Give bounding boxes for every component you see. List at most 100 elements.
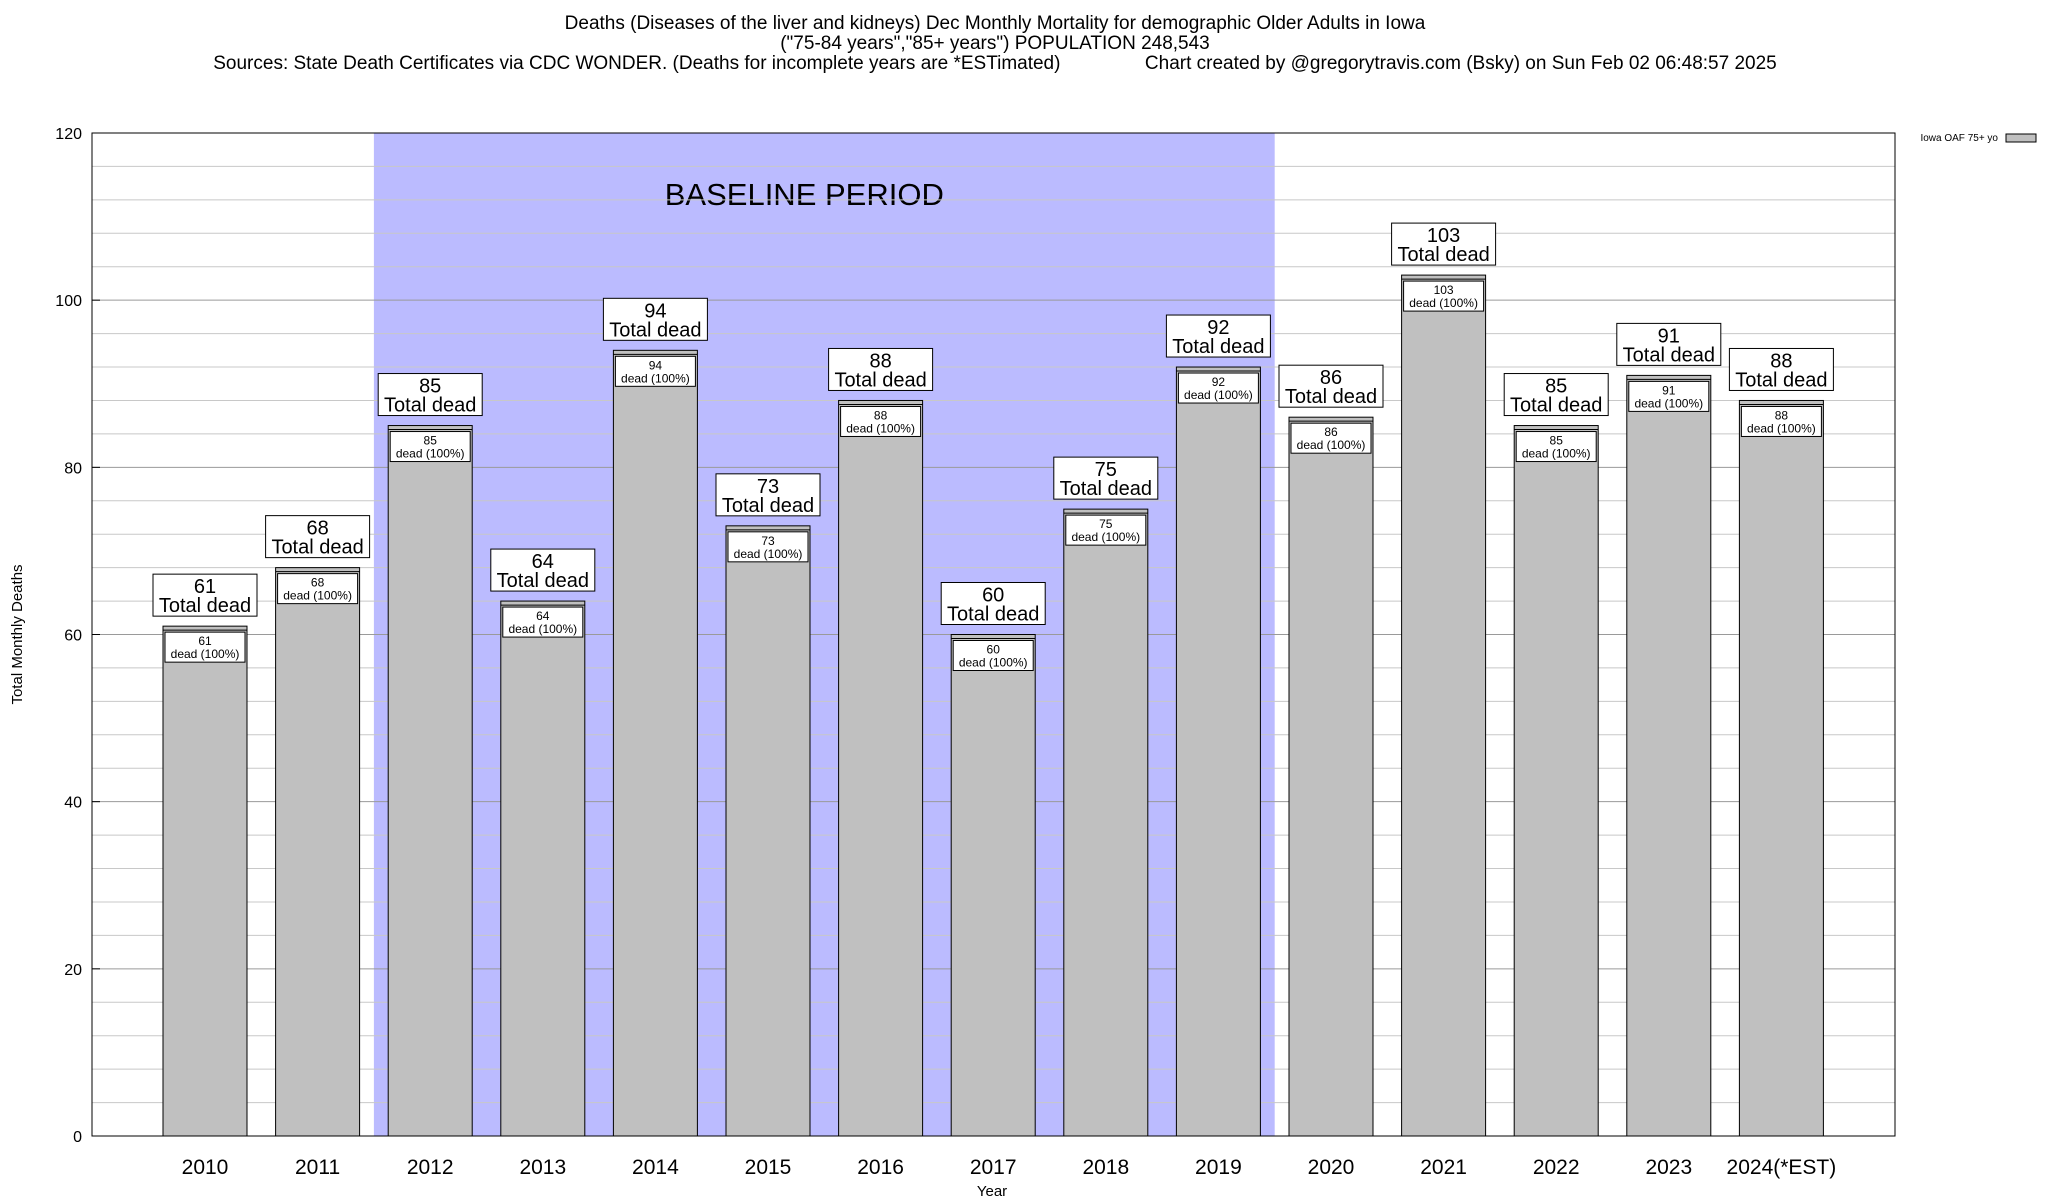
top-label-box: [1616, 322, 1722, 366]
x-tick-label: 2021: [1420, 1156, 1467, 1179]
inner-label-box: [1740, 405, 1822, 437]
inner-value-label: 85: [1550, 434, 1564, 448]
x-tick-label: 2012: [407, 1156, 454, 1179]
inner-value-label: 68: [311, 576, 325, 590]
top-label-box: [265, 515, 371, 559]
x-tick-label: 2010: [182, 1156, 229, 1179]
x-axis-title: Year: [977, 1183, 1007, 1200]
top-label-box: [1278, 364, 1384, 408]
inner-suffix-label: dead (100%): [1409, 296, 1478, 310]
inner-suffix-label: dead (100%): [846, 421, 915, 435]
top-suffix-label: Total dead: [1623, 344, 1715, 366]
inner-label-box: [1177, 372, 1259, 404]
top-suffix-label: Total dead: [497, 570, 589, 592]
top-value-label: 64: [532, 551, 554, 573]
y-tick-label: 120: [55, 126, 82, 143]
top-label-box: [602, 297, 708, 341]
y-tick-label: 100: [55, 293, 82, 310]
inner-value-label: 75: [1099, 517, 1113, 531]
top-suffix-label: Total dead: [722, 495, 814, 517]
inner-label-box: [1065, 514, 1147, 546]
inner-suffix-label: dead (100%): [396, 447, 465, 461]
top-suffix-label: Total dead: [271, 537, 363, 559]
inner-value-label: 94: [649, 358, 663, 372]
inner-label-box: [1290, 422, 1372, 454]
top-value-label: 92: [1207, 317, 1229, 339]
chart-title-line-3: Sources: State Death Certificates via CD…: [213, 53, 1777, 74]
x-tick-label: 2013: [519, 1156, 566, 1179]
bar: [162, 625, 248, 1137]
top-value-label: 103: [1427, 225, 1460, 247]
top-label-box: [1053, 456, 1159, 500]
y-axis-title: Total Monthly Deaths: [9, 564, 26, 704]
legend-swatch: [2005, 133, 2037, 143]
bar: [1288, 416, 1374, 1137]
x-tick-label: 2011: [295, 1156, 340, 1179]
inner-value-label: 91: [1662, 383, 1676, 397]
inner-suffix-label: dead (100%): [1184, 388, 1253, 402]
x-tick-label: 2018: [1082, 1156, 1129, 1179]
top-suffix-label: Total dead: [609, 319, 701, 341]
top-label-box: [1165, 314, 1271, 358]
inner-label-box: [614, 355, 696, 387]
inner-label-box: [840, 405, 922, 437]
top-label-box: [152, 573, 258, 617]
chart-title-line-2: ("75-84 years","85+ years") POPULATION 2…: [780, 33, 1210, 54]
inner-value-label: 60: [987, 643, 1001, 657]
top-suffix-label: Total dead: [1397, 244, 1489, 266]
inner-suffix-label: dead (100%): [171, 647, 240, 661]
top-suffix-label: Total dead: [1285, 386, 1377, 408]
top-value-label: 60: [982, 585, 1004, 607]
inner-suffix-label: dead (100%): [1297, 438, 1366, 452]
bar: [1063, 508, 1149, 1137]
top-value-label: 61: [194, 576, 216, 598]
top-value-label: 94: [644, 300, 666, 322]
chart-title: Deaths (Diseases of the liver and kidney…: [0, 14, 1990, 74]
inner-suffix-label: dead (100%): [508, 622, 577, 636]
inner-suffix-label: dead (100%): [621, 371, 690, 385]
top-suffix-label: Total dead: [834, 369, 926, 391]
top-value-label: 88: [1770, 350, 1792, 372]
inner-suffix-label: dead (100%): [283, 589, 352, 603]
x-tick-label: 2019: [1195, 1156, 1242, 1179]
bar: [725, 525, 811, 1137]
inner-label-box: [389, 431, 471, 463]
inner-value-label: 73: [761, 534, 775, 548]
x-tick-label: 2022: [1533, 1156, 1580, 1179]
top-suffix-label: Total dead: [947, 604, 1039, 626]
top-value-label: 88: [869, 350, 891, 372]
bar: [612, 349, 698, 1137]
top-value-label: 86: [1320, 367, 1342, 389]
top-value-label: 68: [306, 518, 328, 540]
x-tick-label: 2014: [632, 1156, 679, 1179]
x-tick-label: 2024(*EST): [1727, 1156, 1837, 1179]
top-label-box: [377, 373, 483, 417]
top-label-box: [715, 473, 821, 517]
baseline-period-label: BASELINE PERIOD: [665, 177, 944, 212]
inner-label-box: [164, 631, 246, 663]
top-value-label: 73: [757, 476, 779, 498]
legend-label: Iowa OAF 75+ yo: [1920, 133, 1998, 144]
top-suffix-label: Total dead: [1060, 478, 1152, 500]
inner-value-label: 86: [1324, 425, 1338, 439]
bar: [1175, 366, 1261, 1137]
top-value-label: 91: [1658, 325, 1680, 347]
inner-suffix-label: dead (100%): [1522, 447, 1591, 461]
bar: [1738, 399, 1824, 1137]
inner-suffix-label: dead (100%): [1747, 421, 1816, 435]
y-tick-label: 80: [64, 460, 82, 477]
top-label-box: [490, 548, 596, 592]
